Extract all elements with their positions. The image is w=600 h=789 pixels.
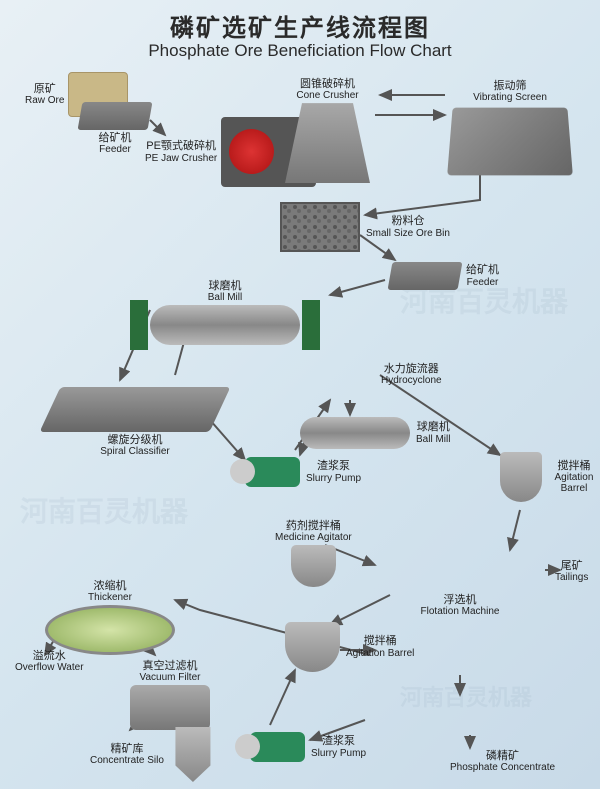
- node-vacuum_filter: 真空过滤机Vacuum Filter: [130, 660, 210, 732]
- node-label-en: Cone Crusher: [296, 90, 358, 101]
- node-label-en: Medicine Agitator: [275, 532, 352, 543]
- node-label-cn: 螺旋分级机: [108, 434, 163, 446]
- node-label-en: Spiral Classifier: [100, 446, 169, 457]
- node-slurry_pump1: 渣浆泵Slurry Pump: [245, 455, 361, 489]
- title-en: Phosphate Ore Beneficiation Flow Chart: [0, 41, 600, 61]
- node-label-cn: 搅拌桶: [548, 460, 600, 472]
- node-cone_crusher: 圆锥破碎机Cone Crusher: [285, 78, 370, 185]
- thickener-icon: [45, 605, 175, 655]
- node-label-cn: PE颚式破碎机: [145, 140, 217, 152]
- node-label-cn: 给矿机: [466, 264, 499, 276]
- node-phosphate_concentrate: 磷精矿Phosphate Concentrate: [450, 750, 555, 773]
- slurry-pump-icon: [250, 732, 305, 762]
- node-label-cn: 溢流水: [33, 650, 66, 662]
- flotation-icon: [370, 697, 540, 732]
- node-medicine_agitator: 药剂搅拌桶Medicine Agitator: [275, 520, 352, 589]
- node-label-cn: 尾矿: [561, 560, 583, 572]
- node-label-en: Feeder: [99, 144, 131, 155]
- node-label-cn: 浓缩机: [94, 580, 127, 592]
- node-label-en: Small Size Ore Bin: [366, 228, 450, 239]
- agitation-barrel-icon: [285, 622, 340, 672]
- node-label-cn: 精矿库: [90, 743, 164, 755]
- node-flotation3: [370, 695, 540, 734]
- node-label-cn: 磷精矿: [486, 750, 519, 762]
- node-concentrate_silo: 精矿库Concentrate Silo: [90, 725, 218, 784]
- vibrating-screen-icon: [447, 108, 573, 176]
- node-flotation2: [375, 635, 545, 674]
- node-label-cn: 振动筛: [494, 80, 527, 92]
- node-label-cn: 球磨机: [416, 421, 450, 433]
- title-block: 磷矿选矿生产线流程图 Phosphate Ore Beneficiation F…: [0, 0, 600, 61]
- node-label-en: Thickener: [88, 592, 132, 603]
- flotation-icon: [375, 637, 545, 672]
- node-label-cn: 球磨机: [209, 280, 242, 292]
- node-flotation1: 浮选机Flotation Machine: [375, 555, 545, 617]
- node-label-cn: 药剂搅拌桶: [286, 520, 341, 532]
- agitation-barrel-icon: [500, 452, 542, 502]
- node-label-en: Raw Ore: [25, 95, 64, 106]
- node-feeder1: 给矿机Feeder: [80, 100, 150, 155]
- node-label-en: Agitation Barrel: [548, 472, 600, 494]
- feeder-icon: [388, 262, 463, 290]
- node-label-cn: 渣浆泵: [311, 735, 366, 747]
- ball-mill-sm-icon: [300, 417, 410, 449]
- node-label-en: Tailings: [555, 572, 588, 583]
- feeder-icon: [78, 102, 153, 130]
- node-ball_mill1: 球磨机Ball Mill: [150, 280, 300, 347]
- flotation-icon: [375, 557, 545, 592]
- node-label-en: Overflow Water: [15, 662, 84, 673]
- watermark: 河南百灵机器: [20, 490, 188, 530]
- node-vibrating_screen: 振动筛Vibrating Screen: [450, 80, 570, 177]
- node-label-en: Feeder: [466, 277, 499, 288]
- node-label-en: PE Jaw Crusher: [145, 153, 217, 164]
- node-label-en: Hydrocyclone: [381, 375, 442, 386]
- node-label-en: Slurry Pump: [306, 473, 361, 484]
- edge-feeder2-to-ball_mill1: [330, 280, 385, 295]
- slurry-pump-icon: [245, 457, 300, 487]
- node-label-en: Vacuum Filter: [140, 672, 201, 683]
- ball-mill-icon: [150, 305, 300, 345]
- hydrocyclone-icon: [315, 352, 375, 397]
- node-feeder2: 给矿机Feeder: [390, 260, 499, 292]
- silo-icon: [168, 727, 218, 782]
- node-label-en: Ball Mill: [208, 292, 242, 303]
- node-label-en: Concentrate Silo: [90, 755, 164, 766]
- vacuum-filter-icon: [130, 685, 210, 730]
- ore-bin-icon: [280, 202, 360, 252]
- node-label-en: Ball Mill: [416, 434, 450, 445]
- node-slurry_pump2: 渣浆泵Slurry Pump: [250, 730, 366, 764]
- node-ball_mill2: 球磨机Ball Mill: [300, 415, 450, 451]
- node-spiral_classifier: 螺旋分级机Spiral Classifier: [50, 385, 220, 457]
- node-label-cn: 圆锥破碎机: [300, 78, 355, 90]
- node-thickener: 浓缩机Thickener: [45, 580, 175, 657]
- medicine-agitator-icon: [291, 545, 336, 587]
- node-label-en: Vibrating Screen: [473, 92, 547, 103]
- node-label-cn: 给矿机: [99, 132, 132, 144]
- cone-crusher-icon: [285, 103, 370, 183]
- node-label-cn: 粉料仓: [366, 215, 450, 227]
- node-label-en: Phosphate Concentrate: [450, 762, 555, 773]
- edge-agitation_barrel1-to-flotation1: [510, 510, 520, 550]
- node-agitation_barrel1: 搅拌桶Agitation Barrel: [500, 450, 600, 504]
- node-label-cn: 水力旋流器: [381, 363, 442, 375]
- node-tailings: 尾矿Tailings: [555, 560, 588, 583]
- node-hydrocyclone: 水力旋流器Hydrocyclone: [315, 350, 442, 399]
- edge-slurry_pump2-to-agitation_barrel2: [270, 670, 295, 725]
- node-ore_bin: 粉料仓Small Size Ore Bin: [280, 200, 450, 254]
- node-label-en: Flotation Machine: [421, 606, 500, 617]
- node-label-cn: 真空过滤机: [143, 660, 198, 672]
- spiral-classifier-icon: [40, 387, 231, 432]
- node-label-cn: 原矿: [25, 83, 64, 95]
- title-cn: 磷矿选矿生产线流程图: [0, 8, 600, 43]
- node-label-cn: 浮选机: [444, 594, 477, 606]
- node-label-en: Slurry Pump: [311, 748, 366, 759]
- node-label-cn: 渣浆泵: [306, 460, 361, 472]
- node-overflow_water: 溢流水Overflow Water: [15, 650, 84, 673]
